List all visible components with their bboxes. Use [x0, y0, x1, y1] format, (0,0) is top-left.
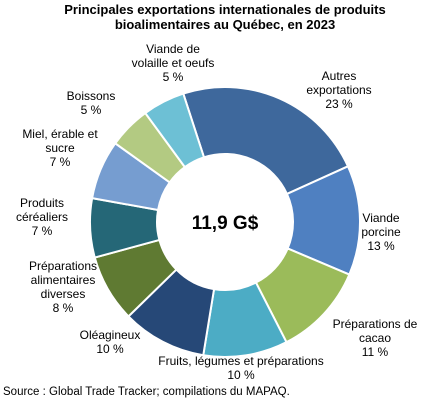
slice-viande-de-volaille-et-oeufs [143, 92, 206, 169]
chart-title: Principales exportations internationales… [40, 2, 410, 32]
slice-label: Oléagineux 10 % [80, 328, 141, 356]
slice-autres-exportations [182, 86, 350, 196]
source-note: Source : Global Trade Tracker; compilati… [3, 386, 290, 398]
center-total-label: 11,9 G$ [192, 213, 259, 234]
slice-label: Préparations alimentaires diverses 8 % [29, 259, 97, 315]
slice-label: Viande de volaille et oeufs 5 % [132, 42, 215, 84]
chart-title-line-2: bioalimentaires au Québec, en 2023 [114, 17, 336, 32]
donut-slices [89, 86, 361, 358]
slice-label: Miel, érable et sucre 7 % [22, 127, 98, 169]
slice-label: Autres exportations 23 % [306, 69, 371, 111]
slice-label: Fruits, légumes et préparations 10 % [158, 354, 323, 382]
slice-label: Préparations de cacao 11 % [333, 317, 418, 359]
slice-label: Boissons 5 % [67, 89, 116, 117]
slice-labels: Autres exportations 23 % Viande porcine 13 % P… [16, 42, 418, 382]
slice-label: Viande porcine 13 % [361, 211, 401, 253]
chart-title-line-1: Principales exportations internationales… [64, 2, 386, 17]
slice-label: Produits céréaliers 7 % [16, 196, 68, 238]
